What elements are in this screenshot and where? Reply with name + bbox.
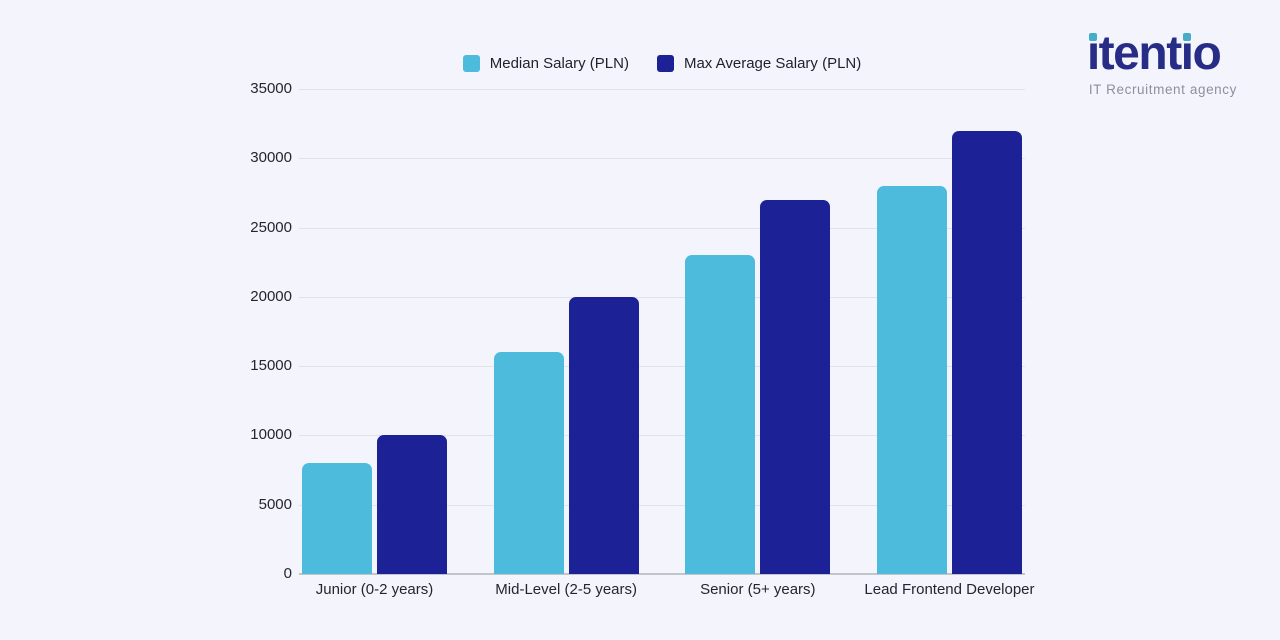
gridline xyxy=(299,89,1025,90)
brand-letter-i: ı xyxy=(1086,27,1100,80)
gridline xyxy=(299,158,1025,160)
brand-i-dot xyxy=(1088,33,1097,41)
gridline xyxy=(299,366,1025,368)
bar-median-salary xyxy=(876,186,947,574)
gridline xyxy=(299,227,1025,229)
y-axis-tick-label: 35000 xyxy=(250,80,292,97)
x-axis-category-label: Senior (5+ years) xyxy=(700,581,816,598)
brand-name: ı tentı o xyxy=(1086,27,1222,80)
brand-letter-i: ı xyxy=(1180,27,1194,80)
y-axis-tick-label: 5000 xyxy=(258,495,292,513)
legend-label: Median Salary (PLN) xyxy=(489,54,629,72)
legend-swatch xyxy=(462,54,480,72)
bar-max-average-salary xyxy=(951,130,1022,574)
plot-area: Junior (0-2 years) Mid-Level (2-5 years) S… xyxy=(299,89,1035,598)
bar-median-salary xyxy=(302,463,372,574)
y-axis-tick-label: 15000 xyxy=(250,357,292,375)
bar-median-salary xyxy=(493,352,564,574)
bar-group: Mid-Level (2-5 years) xyxy=(493,89,639,598)
bar-max-average-salary xyxy=(377,435,447,574)
chart-legend: Median Salary (PLN) Max Average Salary (P… xyxy=(299,52,1025,74)
y-axis-tick-label: 30000 xyxy=(250,149,292,167)
y-axis: 35000 30000 25000 20000 15000 10000 5000 0 xyxy=(60,81,292,582)
y-axis-tick-label: 25000 xyxy=(250,218,292,236)
y-axis-tick-label: 10000 xyxy=(250,426,292,444)
legend-label: Max Average Salary (PLN) xyxy=(683,54,862,72)
x-axis-category-label: Mid-Level (2-5 years) xyxy=(495,581,638,598)
legend-item: Max Average Salary (PLN) xyxy=(656,54,862,72)
bar-group: Senior (5+ years) xyxy=(685,89,831,598)
bar-group: Junior (0-2 years) xyxy=(302,89,447,598)
x-axis-category-label: Lead Frontend Developer xyxy=(864,581,1035,598)
bar-group: Lead Frontend Developer xyxy=(864,89,1035,598)
bar-max-average-salary xyxy=(760,199,831,574)
bar-median-salary xyxy=(685,255,756,574)
legend-item: Median Salary (PLN) xyxy=(462,54,629,72)
y-axis-tick-label: 0 xyxy=(283,565,292,582)
gridline xyxy=(299,296,1025,298)
bar-max-average-salary xyxy=(568,296,639,574)
legend-swatch xyxy=(656,54,674,72)
brand-i-dot xyxy=(1182,33,1191,41)
bar-groups: Junior (0-2 years) Mid-Level (2-5 years) S… xyxy=(299,89,1035,598)
gridline xyxy=(299,435,1025,437)
x-axis-line xyxy=(299,573,1025,575)
gridlines xyxy=(299,89,1025,575)
gridline xyxy=(299,504,1025,506)
y-axis-tick-label: 20000 xyxy=(250,287,292,305)
brand-logo: ı tentı o IT Recruitment agency xyxy=(1087,30,1237,97)
x-axis-category-label: Junior (0-2 years) xyxy=(315,581,434,598)
brand-tagline: IT Recruitment agency xyxy=(1088,82,1237,97)
